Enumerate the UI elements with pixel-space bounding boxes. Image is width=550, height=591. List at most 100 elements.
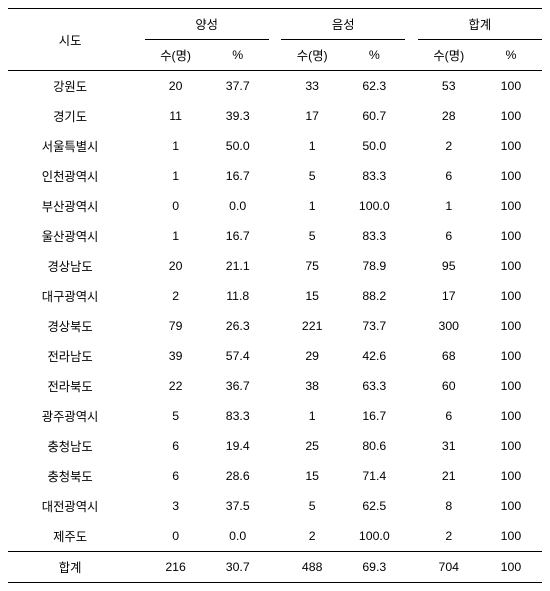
gap — [132, 491, 144, 521]
gap — [269, 9, 281, 71]
table-body: 강원도2037.73362.353100경기도1139.31760.728100… — [8, 71, 542, 552]
pos-p-cell: 0.0 — [207, 191, 269, 221]
gap — [269, 161, 281, 191]
neg-n-cell: 5 — [281, 491, 343, 521]
region-cell: 경상남도 — [8, 251, 132, 281]
neg-p-cell: 100.0 — [343, 191, 405, 221]
gap — [405, 221, 417, 251]
neg-p-cell: 16.7 — [343, 401, 405, 431]
pos-p-cell: 16.7 — [207, 221, 269, 251]
gap — [132, 311, 144, 341]
table-row: 전라남도3957.42942.668100 — [8, 341, 542, 371]
gap — [405, 401, 417, 431]
pos-p-cell: 39.3 — [207, 101, 269, 131]
tot-p-cell: 100 — [480, 491, 542, 521]
pos-n-cell: 20 — [145, 71, 207, 102]
pos-p-cell: 83.3 — [207, 401, 269, 431]
gap — [405, 9, 417, 71]
gap — [269, 101, 281, 131]
tot-n-cell: 6 — [418, 161, 480, 191]
gap — [132, 221, 144, 251]
gap — [132, 341, 144, 371]
gap — [405, 191, 417, 221]
tot-n-cell: 95 — [418, 251, 480, 281]
neg-p-cell: 83.3 — [343, 161, 405, 191]
gap — [132, 552, 144, 583]
pos-n-cell: 1 — [145, 221, 207, 251]
pos-n-cell: 6 — [145, 431, 207, 461]
gap — [269, 431, 281, 461]
tot-p-cell: 100 — [480, 401, 542, 431]
table-row: 울산광역시116.7583.36100 — [8, 221, 542, 251]
gap — [269, 221, 281, 251]
pos-p-cell: 0.0 — [207, 521, 269, 552]
col-tot-pct: % — [480, 40, 542, 71]
tot-n-cell: 8 — [418, 491, 480, 521]
gap — [132, 101, 144, 131]
data-table: 시도 양성 음성 합계 수(명) % 수(명) % 수(명) % 강원도2037… — [8, 8, 542, 583]
gap — [132, 461, 144, 491]
gap — [269, 311, 281, 341]
neg-n-cell: 2 — [281, 521, 343, 552]
tot-n-cell: 6 — [418, 401, 480, 431]
total-tot-n: 704 — [418, 552, 480, 583]
table-header: 시도 양성 음성 합계 수(명) % 수(명) % 수(명) % — [8, 9, 542, 71]
pos-n-cell: 2 — [145, 281, 207, 311]
gap — [269, 521, 281, 552]
pos-n-cell: 22 — [145, 371, 207, 401]
neg-n-cell: 1 — [281, 131, 343, 161]
neg-p-cell: 73.7 — [343, 311, 405, 341]
region-cell: 경상북도 — [8, 311, 132, 341]
region-cell: 제주도 — [8, 521, 132, 552]
tot-n-cell: 28 — [418, 101, 480, 131]
table-row: 충청북도628.61571.421100 — [8, 461, 542, 491]
col-neg-count: 수(명) — [281, 40, 343, 71]
tot-n-cell: 60 — [418, 371, 480, 401]
table-row: 강원도2037.73362.353100 — [8, 71, 542, 102]
neg-n-cell: 75 — [281, 251, 343, 281]
tot-n-cell: 17 — [418, 281, 480, 311]
gap — [132, 191, 144, 221]
gap — [269, 371, 281, 401]
tot-n-cell: 53 — [418, 71, 480, 102]
table-row: 광주광역시583.3116.76100 — [8, 401, 542, 431]
pos-n-cell: 0 — [145, 521, 207, 552]
neg-n-cell: 38 — [281, 371, 343, 401]
neg-p-cell: 62.3 — [343, 71, 405, 102]
tot-n-cell: 300 — [418, 311, 480, 341]
region-cell: 전라남도 — [8, 341, 132, 371]
gap — [405, 341, 417, 371]
gap — [405, 281, 417, 311]
gap — [269, 461, 281, 491]
gap — [405, 552, 417, 583]
tot-p-cell: 100 — [480, 131, 542, 161]
tot-p-cell: 100 — [480, 461, 542, 491]
pos-p-cell: 11.8 — [207, 281, 269, 311]
table-row: 경상남도2021.17578.995100 — [8, 251, 542, 281]
region-cell: 광주광역시 — [8, 401, 132, 431]
gap — [132, 521, 144, 552]
region-cell: 울산광역시 — [8, 221, 132, 251]
gap — [405, 461, 417, 491]
gap — [132, 9, 144, 71]
region-cell: 충청북도 — [8, 461, 132, 491]
gap — [405, 521, 417, 552]
gap — [405, 131, 417, 161]
tot-p-cell: 100 — [480, 101, 542, 131]
region-cell: 부산광역시 — [8, 191, 132, 221]
region-cell: 대전광역시 — [8, 491, 132, 521]
region-cell: 대구광역시 — [8, 281, 132, 311]
tot-n-cell: 68 — [418, 341, 480, 371]
col-pos-pct: % — [207, 40, 269, 71]
neg-p-cell: 80.6 — [343, 431, 405, 461]
pos-n-cell: 5 — [145, 401, 207, 431]
neg-n-cell: 25 — [281, 431, 343, 461]
pos-p-cell: 50.0 — [207, 131, 269, 161]
pos-n-cell: 0 — [145, 191, 207, 221]
gap — [132, 401, 144, 431]
gap — [405, 251, 417, 281]
tot-n-cell: 2 — [418, 521, 480, 552]
gap — [269, 281, 281, 311]
pos-n-cell: 39 — [145, 341, 207, 371]
tot-p-cell: 100 — [480, 161, 542, 191]
